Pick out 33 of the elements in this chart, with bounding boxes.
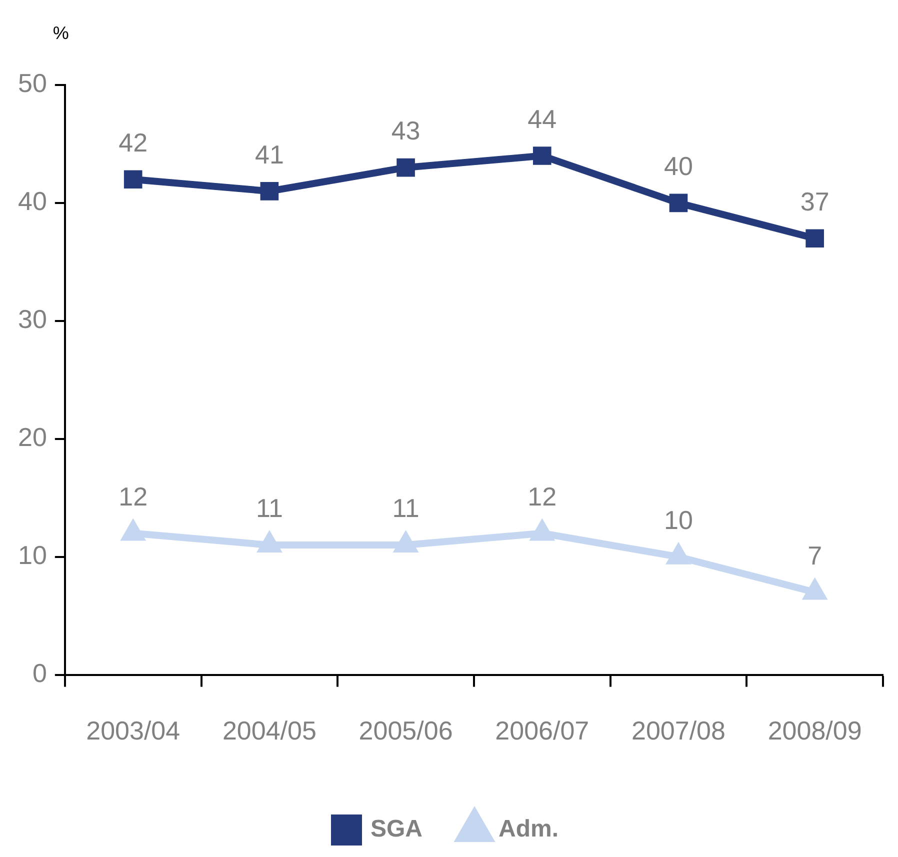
data-label: 7 — [808, 540, 822, 570]
data-label: 43 — [391, 116, 420, 146]
data-label: 44 — [528, 104, 557, 134]
data-label: 11 — [256, 493, 283, 524]
data-label: 42 — [118, 128, 148, 158]
x-tick-label: 2005/06 — [358, 716, 453, 746]
x-tick-label: 2003/04 — [86, 716, 180, 746]
y-tick-label: 20 — [18, 422, 47, 452]
data-label: 11 — [392, 493, 420, 524]
point — [260, 182, 279, 200]
data-label: 12 — [528, 481, 557, 512]
y-axis-title: % — [52, 22, 69, 43]
point — [669, 194, 688, 212]
x-tick-label: 2006/07 — [495, 716, 590, 746]
legend-label: SGA — [370, 816, 423, 843]
legend-label: Adm. — [498, 816, 559, 843]
point — [532, 146, 552, 165]
data-label: 10 — [664, 505, 693, 536]
y-tick-label: 0 — [32, 658, 47, 688]
y-tick-label: 10 — [18, 540, 47, 570]
data-label: 37 — [800, 186, 830, 217]
point — [396, 158, 415, 177]
y-tick-label: 50 — [18, 68, 47, 98]
x-tick-label: 2004/05 — [222, 716, 316, 746]
data-label: 41 — [254, 139, 284, 170]
data-label: 12 — [118, 481, 148, 512]
x-tick-label: 2007/08 — [631, 716, 726, 746]
data-label: 40 — [664, 151, 693, 182]
point — [124, 170, 142, 189]
x-tick-label: 2008/09 — [768, 716, 862, 746]
point — [806, 229, 824, 248]
y-tick-label: 40 — [18, 186, 47, 216]
y-tick-label: 30 — [18, 304, 47, 334]
